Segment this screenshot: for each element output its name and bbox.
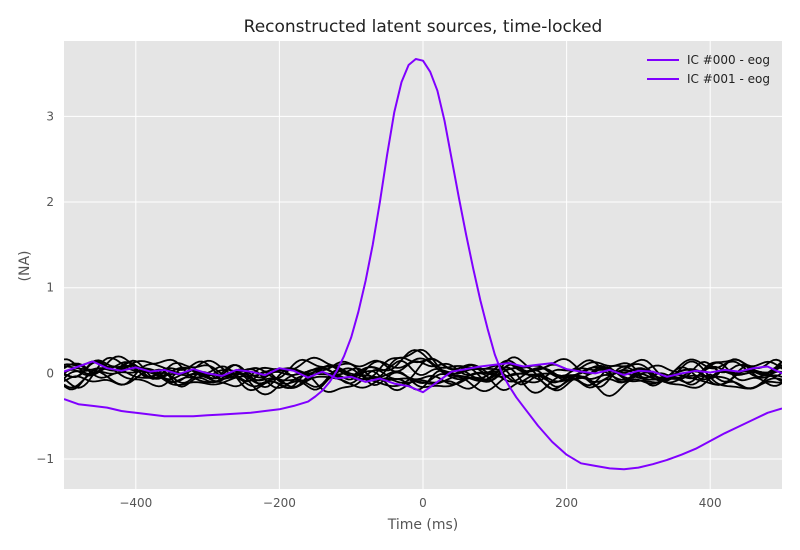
component-trace — [64, 358, 782, 393]
y-tick-label: 0 — [46, 366, 54, 380]
y-tick-label: 2 — [46, 195, 54, 209]
legend: IC #000 - eog IC #001 - eog — [647, 53, 770, 86]
y-tick-label: 3 — [46, 109, 54, 123]
series-line-1 — [64, 360, 782, 394]
legend-label-1: IC #001 - eog — [687, 72, 770, 86]
x-tick-label: 0 — [419, 496, 427, 510]
plot-area — [64, 41, 782, 489]
component-trace — [64, 356, 782, 389]
series-line-0 — [64, 58, 782, 471]
x-tick-label: 200 — [555, 496, 578, 510]
x-axis-label: Time (ms) — [387, 517, 459, 533]
y-tick-label: 1 — [46, 281, 54, 295]
chart-title: Reconstructed latent sources, time-locke… — [244, 17, 603, 37]
x-tick-label: −200 — [263, 496, 296, 510]
traces — [64, 58, 782, 471]
y-tick-label: −1 — [36, 452, 54, 466]
x-tick-label: 400 — [699, 496, 722, 510]
component-trace — [64, 358, 782, 392]
y-axis-label: (NA) — [17, 251, 33, 282]
legend-label-0: IC #000 - eog — [687, 53, 770, 67]
x-tick-label: −400 — [119, 496, 152, 510]
